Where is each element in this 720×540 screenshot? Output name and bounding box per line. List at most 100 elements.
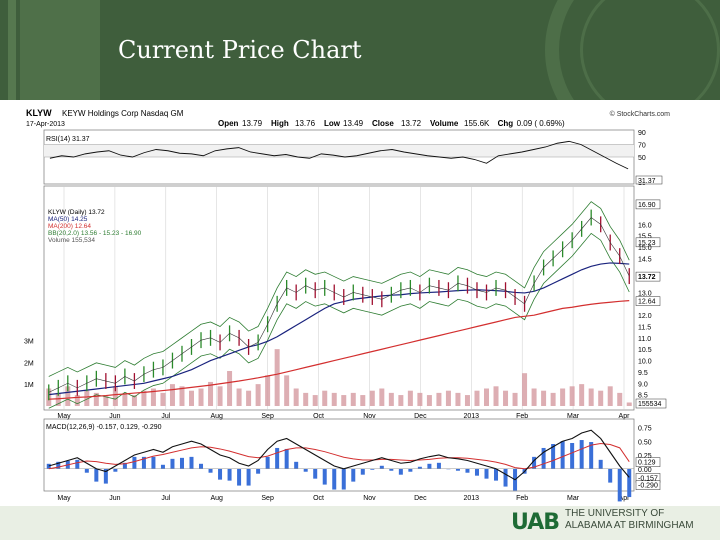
uab-logo-line2: ALABAMA AT BIRMINGHAM [565, 520, 694, 531]
volume-bar [265, 375, 271, 406]
price-tick: 16.0 [638, 222, 652, 229]
macd-histogram-bar [46, 463, 51, 469]
macd-histogram-bar [503, 468, 508, 487]
macd-histogram-bar [179, 457, 184, 469]
month-label: Apr [619, 495, 631, 502]
macd-histogram-bar [199, 463, 204, 469]
macd-histogram-bar [465, 468, 470, 473]
macd-histogram-bar [294, 461, 299, 469]
month-label: Feb [516, 413, 528, 420]
quote-value: 13.76 [295, 119, 316, 128]
macd-histogram-bar [322, 468, 327, 485]
macd-histogram-bar [579, 440, 584, 469]
month-label: Oct [313, 495, 324, 502]
price-tick: 12.64 [638, 299, 656, 306]
quote-label: Close [372, 119, 394, 128]
volume-bar [131, 395, 137, 406]
macd-histogram-bar [56, 461, 61, 469]
macd-histogram-bar [379, 465, 384, 469]
macd-histogram-bar [189, 456, 194, 469]
volume-bar [189, 390, 194, 406]
ma50-line [48, 262, 630, 396]
price-tick: 13.0 [638, 290, 652, 297]
volume-bar [227, 371, 233, 406]
volume-bar [246, 390, 252, 406]
legend-entry: KLYW (Daily) 13.72 [48, 209, 105, 216]
macd-tag: -0.290 [638, 483, 658, 490]
volume-bar [141, 390, 147, 406]
volume-bar [284, 375, 290, 406]
volume-bar [322, 390, 328, 406]
volume-bar [379, 388, 385, 406]
month-label: Aug [210, 495, 223, 502]
macd-histogram-bar [246, 468, 251, 486]
price-tick: 15.0 [638, 245, 652, 252]
macd-histogram-bar [141, 456, 146, 469]
ma200-line [48, 300, 630, 400]
macd-tag-box [635, 480, 661, 490]
quote-label: Volume [430, 119, 459, 128]
month-label: 2013 [463, 495, 479, 502]
macd-tick: 0.25 [638, 453, 652, 460]
volume-bar [464, 395, 470, 406]
macd-histogram-bar [370, 468, 375, 470]
macd-tick: 0.50 [638, 439, 652, 446]
macd-histogram-bar [541, 447, 546, 469]
volume-bar [550, 392, 556, 406]
month-label: Jul [161, 495, 170, 502]
macd-histogram-bar [560, 441, 565, 469]
month-label: Aug [210, 413, 223, 420]
macd-label: MACD(12,26,9) -0.157, 0.129, -0.290 [46, 424, 162, 431]
volume-bar [312, 395, 318, 406]
macd-histogram-bar [589, 442, 594, 469]
macd-histogram-bar [532, 456, 537, 469]
slide-title: Current Price Chart [118, 36, 362, 64]
volume-tick: 2M [24, 360, 34, 367]
macd-histogram-bar [275, 447, 280, 469]
university-seal-watermark [580, 0, 720, 100]
chart-background [22, 106, 682, 502]
quote-value: 13.79 [242, 119, 263, 128]
volume-bar [369, 390, 375, 406]
banner-stripe [8, 0, 16, 100]
macd-histogram-bar [332, 468, 337, 490]
banner-stripe [20, 0, 100, 100]
price-tick: 15.23 [638, 240, 656, 247]
macd-histogram-bar [341, 468, 346, 490]
macd-histogram-bar [103, 468, 108, 484]
price-tick: 14.5 [638, 256, 652, 263]
month-label: May [57, 413, 71, 420]
volume-bar [417, 392, 423, 406]
price-tick: 9.5 [638, 370, 648, 377]
macd-histogram-bar [208, 468, 213, 473]
macd-tag: -0.157 [638, 475, 658, 482]
macd-histogram-bar [132, 456, 137, 469]
price-tag-box [635, 271, 661, 282]
quote-label: Low [324, 119, 341, 128]
price-tick: 16.90 [638, 202, 656, 209]
company-name: KEYW Holdings Corp Nasdaq GM [62, 109, 184, 118]
footer-bar [0, 506, 720, 540]
macd-histogram-bar [417, 466, 422, 469]
volume-bar [522, 373, 528, 406]
price-tick: 10.5 [638, 347, 652, 354]
macd-histogram-bar [627, 468, 632, 498]
volume-bar [445, 390, 451, 406]
volume-bar [436, 392, 442, 406]
macd-histogram-bar [608, 468, 613, 483]
rsi-neutral-band [44, 144, 634, 157]
volume-bar [503, 390, 509, 406]
macd-panel-frame [43, 418, 635, 492]
volume-bar [112, 386, 118, 406]
volume-bar [208, 381, 214, 406]
price-tag-box [635, 237, 661, 248]
price-tick: 13.72 [638, 274, 656, 281]
volume-bar [579, 384, 585, 406]
volume-bar [341, 395, 347, 406]
macd-tick: 0.75 [638, 426, 652, 433]
quote-value: 13.49 [343, 119, 364, 128]
bollinger-lower [48, 232, 630, 409]
volume-bar [303, 392, 309, 406]
volume-tag: 155534 [638, 401, 661, 408]
volume-bar [198, 388, 204, 406]
